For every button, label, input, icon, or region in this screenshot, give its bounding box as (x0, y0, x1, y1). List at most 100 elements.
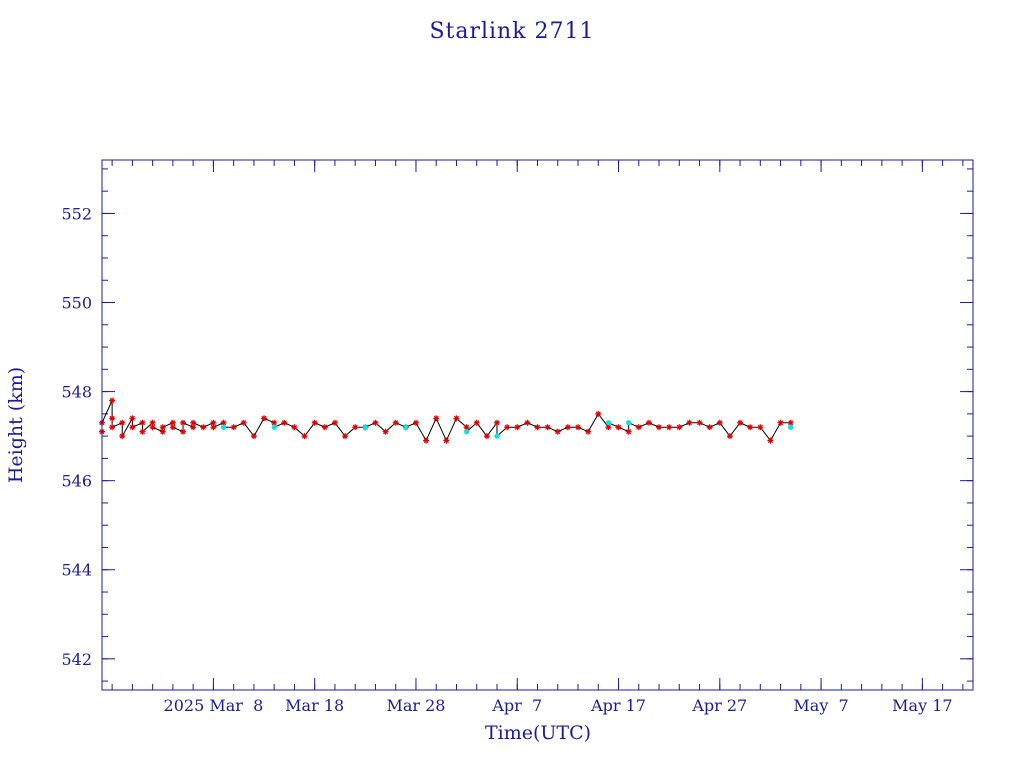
data-point (109, 424, 116, 431)
x-tick-label: Apr 7 (491, 696, 542, 715)
data-point (139, 428, 146, 435)
y-tick-label: 552 (61, 204, 92, 223)
data-point (656, 424, 663, 431)
data-point (200, 424, 207, 431)
x-tick-label: Apr 27 (691, 696, 747, 715)
major-ticks (102, 160, 973, 690)
data-point (635, 424, 642, 431)
data-point-cyan (464, 429, 470, 435)
data-point (149, 419, 156, 426)
data-point-cyan (271, 424, 277, 430)
data-point (301, 433, 308, 440)
x-tick-label: May 17 (892, 696, 952, 715)
data-point (291, 424, 298, 431)
data-point (575, 424, 582, 431)
y-tick-label: 544 (61, 561, 92, 580)
data-point (321, 424, 328, 431)
data-point (453, 415, 460, 422)
data-point (210, 424, 217, 431)
data-point (564, 424, 571, 431)
x-tick-label: Mar 28 (386, 696, 445, 715)
y-axis-label: Height (km) (5, 367, 27, 483)
data-point-cyan (494, 433, 500, 439)
data-point (129, 424, 136, 431)
data-point (544, 424, 551, 431)
data-point (676, 424, 683, 431)
data-point (726, 433, 733, 440)
data-point (382, 428, 389, 435)
data-point (787, 419, 794, 426)
data-point (311, 419, 318, 426)
plot-area (99, 397, 794, 444)
data-point (129, 415, 136, 422)
data-point (372, 419, 379, 426)
data-point-cyan (788, 424, 794, 430)
data-point (595, 410, 602, 417)
x-tick-label: Mar 18 (285, 696, 344, 715)
data-point (534, 424, 541, 431)
data-point-cyan (362, 424, 368, 430)
data-point (109, 415, 116, 422)
x-tick-label: 2025 Mar 8 (164, 696, 264, 715)
data-point (716, 419, 723, 426)
data-point (645, 419, 652, 426)
data-point-cyan (626, 420, 632, 426)
data-point (493, 419, 500, 426)
y-tick-labels: 542 544 546 548 550 552 (61, 204, 92, 668)
y-tick-label: 542 (61, 650, 92, 669)
data-point (261, 415, 268, 422)
data-point (230, 424, 237, 431)
y-tick-label: 548 (61, 383, 92, 402)
data-point (625, 428, 632, 435)
chart-title: Starlink 2711 (429, 19, 594, 44)
data-point (423, 437, 430, 444)
data-point (412, 419, 419, 426)
data-point (514, 424, 521, 431)
x-tick-label: May 7 (793, 696, 848, 715)
data-point (331, 419, 338, 426)
data-point (696, 419, 703, 426)
data-point (554, 428, 561, 435)
data-point (737, 419, 744, 426)
data-point (524, 419, 531, 426)
data-point (392, 419, 399, 426)
data-point (240, 419, 247, 426)
data-point (119, 433, 126, 440)
data-point (686, 419, 693, 426)
data-point (747, 424, 754, 431)
data-point (149, 424, 156, 431)
data-point (666, 424, 673, 431)
data-point (159, 424, 166, 431)
data-point (473, 419, 480, 426)
data-point (757, 424, 764, 431)
data-point (777, 419, 784, 426)
x-axis-label: Time(UTC) (485, 722, 591, 744)
y-tick-label: 550 (61, 294, 92, 313)
data-point (180, 419, 187, 426)
data-point (615, 424, 622, 431)
data-point-cyan (403, 424, 409, 430)
data-point (443, 437, 450, 444)
data-point-cyan (220, 424, 227, 430)
y-tick-label: 546 (61, 472, 92, 491)
data-point (119, 419, 126, 426)
data-point (180, 428, 187, 435)
data-point (767, 437, 774, 444)
data-point-cyan (605, 420, 611, 426)
data-point (504, 424, 511, 431)
data-point (109, 397, 116, 404)
data-point (250, 433, 257, 440)
x-tick-labels: 2025 Mar 8 Mar 18 Mar 28 Apr 7 Apr 17 Apr 27 M… (164, 696, 953, 715)
data-point (433, 415, 440, 422)
data-point (585, 428, 592, 435)
data-point (169, 424, 176, 431)
data-point (352, 424, 359, 431)
data-point (281, 419, 288, 426)
data-point (342, 433, 349, 440)
data-point (706, 424, 713, 431)
data-point (139, 419, 146, 426)
series-line (101, 400, 792, 442)
x-tick-label: Apr 17 (590, 696, 646, 715)
data-point (190, 419, 197, 426)
